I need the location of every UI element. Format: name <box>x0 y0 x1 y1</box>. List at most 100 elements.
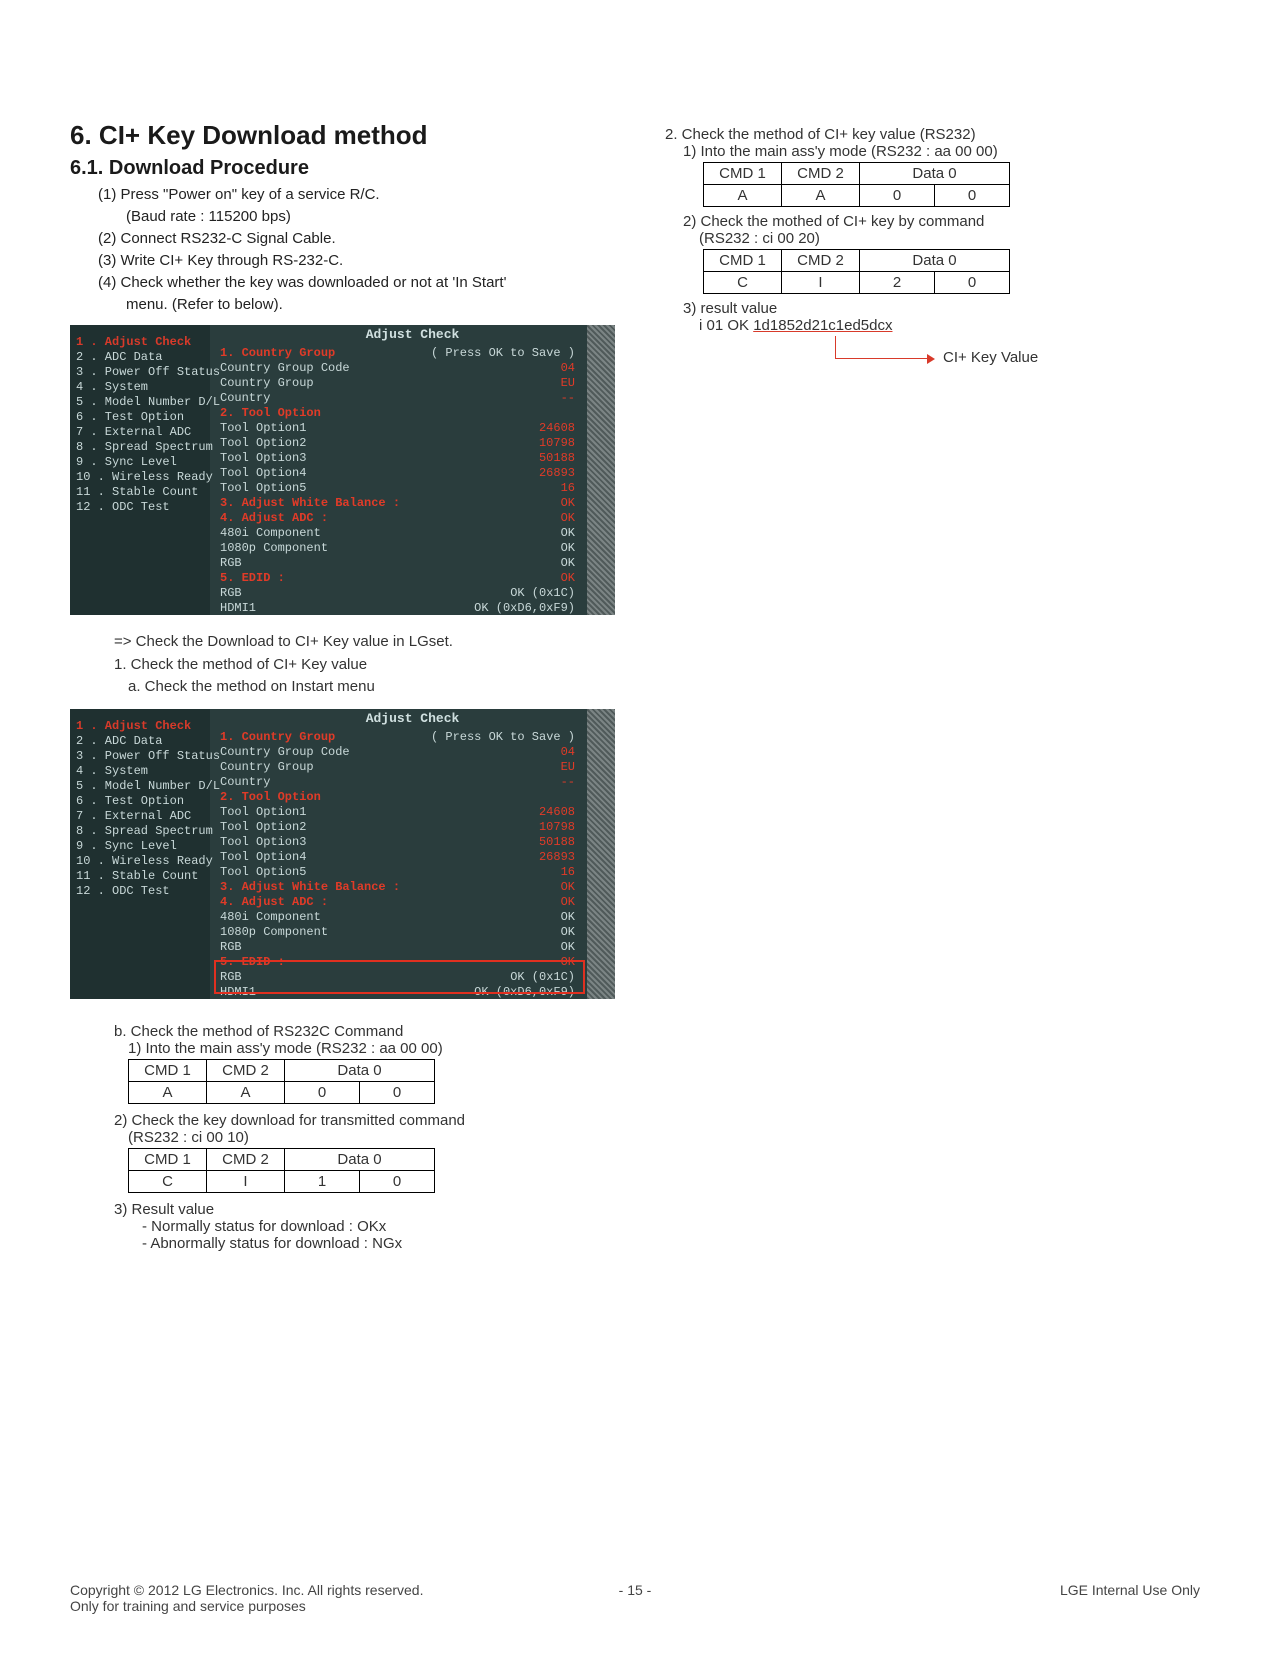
table-cell: I <box>207 1170 285 1192</box>
group-header: 4. Adjust ADC : <box>220 895 328 910</box>
result-abnormal: - Abnormally status for download : NGx <box>142 1235 615 1252</box>
left-menu-item: 4 . System <box>76 764 204 779</box>
row-value: OK <box>561 925 575 940</box>
key-arrow-annotation: CI+ Key Value <box>775 336 1200 386</box>
row-value: 26893 <box>539 850 575 865</box>
screenshot-right-panel: Adjust Check 1. Country Group( Press OK … <box>210 325 615 615</box>
table-cell: C <box>129 1170 207 1192</box>
right-step2-2-sub: (RS232 : ci 00 20) <box>699 230 1200 247</box>
screenshot-title: Adjust Check <box>210 327 615 342</box>
left-menu-item: 8 . Spread Spectrum <box>76 824 204 839</box>
table-cell: 2 <box>860 272 935 294</box>
table-cell: I <box>782 272 860 294</box>
section-title-text: CI+ Key Download method <box>99 120 428 150</box>
table-cell: A <box>704 185 782 207</box>
procedure-step: menu. (Refer to below). <box>126 294 615 315</box>
table-header: CMD 2 <box>782 250 860 272</box>
caption-intro: => Check the Download to CI+ Key value i… <box>114 631 615 654</box>
caption-step1b2: 2) Check the key download for transmitte… <box>114 1112 615 1129</box>
result-normal: - Normally status for download : OKx <box>142 1218 615 1235</box>
left-menu-item: 6 . Test Option <box>76 794 204 809</box>
left-menu-item: 3 . Power Off Status <box>76 749 204 764</box>
right-step2: 2. Check the method of CI+ key value (RS… <box>665 126 1200 143</box>
row-value: OK <box>561 526 575 541</box>
caption-step1a: a. Check the method on Instart menu <box>128 676 615 699</box>
row-label: Country <box>220 391 270 406</box>
row-value: OK (0x1C) <box>510 586 575 601</box>
arrow-head-icon <box>927 354 935 364</box>
table-header: CMD 2 <box>207 1148 285 1170</box>
row-value: 04 <box>561 745 575 760</box>
row-label: Tool Option4 <box>220 466 306 481</box>
table-header: CMD 1 <box>704 163 782 185</box>
row-value: OK <box>561 556 575 571</box>
row-label: 480i Component <box>220 526 321 541</box>
row-value: -- <box>561 775 575 790</box>
row-value: 16 <box>561 481 575 496</box>
caption-step1b: b. Check the method of RS232C Command <box>114 1023 615 1040</box>
row-value: 24608 <box>539 421 575 436</box>
adjust-check-screenshot-1: 1 . Adjust Check 2 . ADC Data 3 . Power … <box>70 325 615 615</box>
table-header: Data 0 <box>285 1148 435 1170</box>
left-menu-item: 4 . System <box>76 380 204 395</box>
procedure-step: (2) Connect RS232-C Signal Cable. <box>98 228 615 249</box>
caption-step1: 1. Check the method of CI+ Key value <box>114 654 615 677</box>
section-number: 6. <box>70 120 92 150</box>
left-menu-header: 1 . Adjust Check <box>76 335 204 350</box>
result-hex: 1d1852d21c1ed5dcx <box>753 317 892 334</box>
table-cell: 0 <box>360 1081 435 1103</box>
group-hint: ( Press OK to Save ) <box>431 730 575 745</box>
cmd-table-1: CMD 1 CMD 2 Data 0 A A 0 0 <box>128 1059 435 1104</box>
row-label: RGB <box>220 556 242 571</box>
row-label: Country Group <box>220 760 314 775</box>
row-value: 26893 <box>539 466 575 481</box>
left-menu-item: 5 . Model Number D/L <box>76 779 204 794</box>
ci-key-value-label: CI+ Key Value <box>943 349 1038 366</box>
row-label: Tool Option3 <box>220 835 306 850</box>
row-label: Country <box>220 775 270 790</box>
group-header: 2. Tool Option <box>220 406 321 421</box>
result-value-line: i 01 OK 1d1852d21c1ed5dcx <box>699 317 1200 334</box>
left-menu-item: 8 . Spread Spectrum <box>76 440 204 455</box>
table-row: C I 1 0 <box>129 1170 435 1192</box>
row-label: HDMI1 <box>220 601 256 615</box>
left-menu-item: 3 . Power Off Status <box>76 365 204 380</box>
table-cell: A <box>207 1081 285 1103</box>
group-header: 5. EDID : <box>220 571 285 586</box>
footer-copyright: Copyright © 2012 LG Electronics. Inc. Al… <box>70 1582 423 1598</box>
row-label: 480i Component <box>220 910 321 925</box>
caption-step1b1: 1) Into the main ass'y mode (RS232 : aa … <box>128 1040 615 1057</box>
row-value: OK (0xD6,0xF9) <box>474 601 575 615</box>
row-value: 16 <box>561 865 575 880</box>
table-header: CMD 2 <box>782 163 860 185</box>
left-menu-item: 11 . Stable Count <box>76 485 204 500</box>
row-label: Tool Option5 <box>220 865 306 880</box>
row-value: OK <box>561 910 575 925</box>
cmd-table-4: CMD 1 CMD 2 Data 0 C I 2 0 <box>703 249 1010 294</box>
row-label: 1080p Component <box>220 541 328 556</box>
row-label: Tool Option3 <box>220 451 306 466</box>
row-value: EU <box>561 376 575 391</box>
screenshot-right-panel: Adjust Check 1. Country Group( Press OK … <box>210 709 615 999</box>
left-menu-item: 9 . Sync Level <box>76 839 204 854</box>
left-menu-item: 9 . Sync Level <box>76 455 204 470</box>
left-menu-item: 7 . External ADC <box>76 809 204 824</box>
result-prefix: i 01 OK <box>699 317 753 334</box>
row-value: 50188 <box>539 835 575 850</box>
procedure-step: (1) Press "Power on" key of a service R/… <box>98 184 615 205</box>
table-header: Data 0 <box>285 1059 435 1081</box>
table-header: Data 0 <box>860 250 1010 272</box>
left-menu-item: 11 . Stable Count <box>76 869 204 884</box>
left-menu-item: 2 . ADC Data <box>76 734 204 749</box>
table-cell: 0 <box>360 1170 435 1192</box>
row-value: 10798 <box>539 820 575 835</box>
section-heading: 6. CI+ Key Download method <box>70 120 615 151</box>
screenshot-left-menu: 1 . Adjust Check 2 . ADC Data 3 . Power … <box>70 325 210 615</box>
left-menu-item: 12 . ODC Test <box>76 884 204 899</box>
page-footer: Copyright © 2012 LG Electronics. Inc. Al… <box>70 1582 1200 1614</box>
group-header: 3. Adjust White Balance : <box>220 496 400 511</box>
row-label: RGB <box>220 940 242 955</box>
left-menu-item: 7 . External ADC <box>76 425 204 440</box>
row-value: EU <box>561 760 575 775</box>
procedure-step: (3) Write CI+ Key through RS-232-C. <box>98 250 615 271</box>
